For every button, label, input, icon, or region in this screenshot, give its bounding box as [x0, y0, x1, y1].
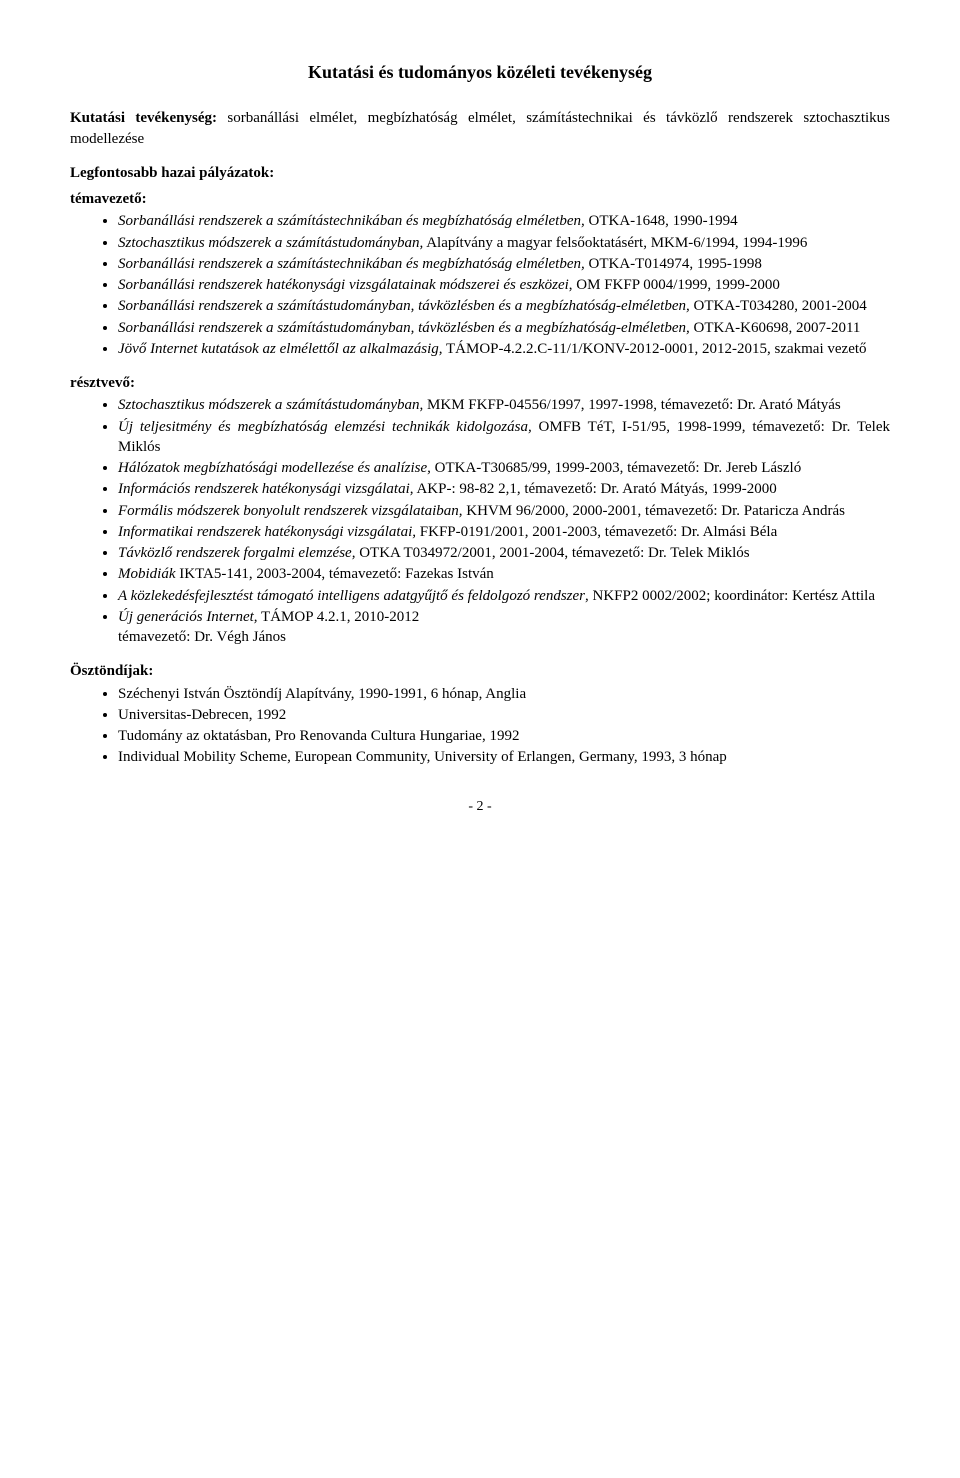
list-item: Tudomány az oktatásban, Pro Renovanda Cu… [118, 726, 890, 746]
list-item: Individual Mobility Scheme, European Com… [118, 747, 890, 767]
list-item-title: Jövő Internet kutatások az elmélettől az… [118, 341, 443, 357]
list-item-title: Távközlő rendszerek forgalmi elemzése, [118, 545, 355, 561]
list-item: Sorbanállási rendszerek a számítástechni… [118, 211, 890, 231]
lead-list: Sorbanállási rendszerek a számítástechni… [70, 211, 890, 359]
intro-label: Kutatási tevékenység: [70, 110, 217, 126]
list-item-details: OTKA T034972/2001, 2001-2004, témavezető… [355, 545, 749, 561]
list-item: Sorbanállási rendszerek a számítástechni… [118, 254, 890, 274]
list-item: Mobidiák IKTA5-141, 2003-2004, témavezet… [118, 564, 890, 584]
list-item-details: MKM FKFP-04556/1997, 1997-1998, témaveze… [423, 397, 840, 413]
list-item-details: IKTA5-141, 2003-2004, témavezető: Fazeka… [176, 566, 494, 582]
list-item: Universitas-Debrecen, 1992 [118, 705, 890, 725]
list-item-details: OTKA-1648, 1990-1994 [585, 213, 738, 229]
list-item-title: Hálózatok megbízhatósági modellezése és … [118, 460, 431, 476]
list-item: Sorbanállási rendszerek a számítástudomá… [118, 296, 890, 316]
list-item: Hálózatok megbízhatósági modellezése és … [118, 458, 890, 478]
list-item-title: Informatikai rendszerek hatékonysági viz… [118, 524, 416, 540]
list-item-title: Sorbanállási rendszerek hatékonysági viz… [118, 277, 569, 293]
list-item: Új generációs Internet, TÁMOP 4.2.1, 201… [118, 607, 890, 648]
list-item-details: OTKA-T034280, 2001-2004 [690, 298, 867, 314]
scholarships-list: Széchenyi István Ösztöndíj Alapítvány, 1… [70, 684, 890, 768]
list-item-title: Új teljesitmény és megbízhatóság elemzés… [118, 419, 532, 435]
list-item: Sztochasztikus módszerek a számítástudom… [118, 233, 890, 253]
list-item: Sorbanállási rendszerek hatékonysági viz… [118, 275, 890, 295]
list-item-title: Formális módszerek bonyolult rendszerek … [118, 503, 463, 519]
scholarships-label: Ösztöndíjak: [70, 661, 890, 681]
list-item-details: OTKA-T014974, 1995-1998 [585, 256, 762, 272]
list-item-details: OTKA-T30685/99, 1999-2003, témavezető: D… [431, 460, 801, 476]
list-item-title: Új generációs Internet, [118, 609, 258, 625]
list-item-title: Sorbanállási rendszerek a számítástudomá… [118, 320, 690, 336]
list-item-title: Információs rendszerek hatékonysági vizs… [118, 481, 414, 497]
intro-paragraph: Kutatási tevékenység: sorbanállási elmél… [70, 108, 890, 149]
page-title: Kutatási és tudományos közéleti tevékeny… [70, 60, 890, 84]
list-item-title: Sorbanállási rendszerek a számítástechni… [118, 213, 585, 229]
list-item-details: KHVM 96/2000, 2000-2001, témavezető: Dr.… [463, 503, 845, 519]
list-item: Sztochasztikus módszerek a számítástudom… [118, 395, 890, 415]
list-item: Távközlő rendszerek forgalmi elemzése, O… [118, 543, 890, 563]
list-item-title: Sorbanállási rendszerek a számítástudomá… [118, 298, 690, 314]
list-item-title: A közlekedésfejlesztést támogató intelli… [118, 588, 585, 604]
participant-label: résztvevő: [70, 373, 890, 393]
list-item: Informatikai rendszerek hatékonysági viz… [118, 522, 890, 542]
participant-list: Sztochasztikus módszerek a számítástudom… [70, 395, 890, 647]
list-item-details: OTKA-K60698, 2007-2011 [690, 320, 861, 336]
list-item: Információs rendszerek hatékonysági vizs… [118, 479, 890, 499]
list-item-details: Alapítvány a magyar felsőoktatásért, MKM… [423, 235, 807, 251]
page-number: - 2 - [70, 798, 890, 817]
list-item-details: FKFP-0191/2001, 2001-2003, témavezető: D… [416, 524, 777, 540]
list-item-details: AKP-: 98-82 2,1, témavezető: Dr. Arató M… [414, 481, 777, 497]
list-item: Sorbanállási rendszerek a számítástudomá… [118, 318, 890, 338]
list-item: Jövő Internet kutatások az elmélettől az… [118, 339, 890, 359]
lead-label: témavezető: [70, 189, 890, 209]
list-item-details: , NKFP2 0002/2002; koordinátor: Kertész … [585, 588, 875, 604]
list-item-title: Sorbanállási rendszerek a számítástechni… [118, 256, 585, 272]
list-item-title: Sztochasztikus módszerek a számítástudom… [118, 397, 423, 413]
list-item-title: Mobidiák [118, 566, 176, 582]
list-item: Új teljesitmény és megbízhatóság elemzés… [118, 417, 890, 458]
grants-heading: Legfontosabb hazai pályázatok: [70, 163, 890, 183]
list-item-details: , OM FKFP 0004/1999, 1999-2000 [569, 277, 780, 293]
list-item: Formális módszerek bonyolult rendszerek … [118, 501, 890, 521]
list-item-title: Sztochasztikus módszerek a számítástudom… [118, 235, 423, 251]
list-item-details: TÁMOP-4.2.2.C-11/1/KONV-2012-0001, 2012-… [443, 341, 867, 357]
list-item: Széchenyi István Ösztöndíj Alapítvány, 1… [118, 684, 890, 704]
list-item: A közlekedésfejlesztést támogató intelli… [118, 586, 890, 606]
